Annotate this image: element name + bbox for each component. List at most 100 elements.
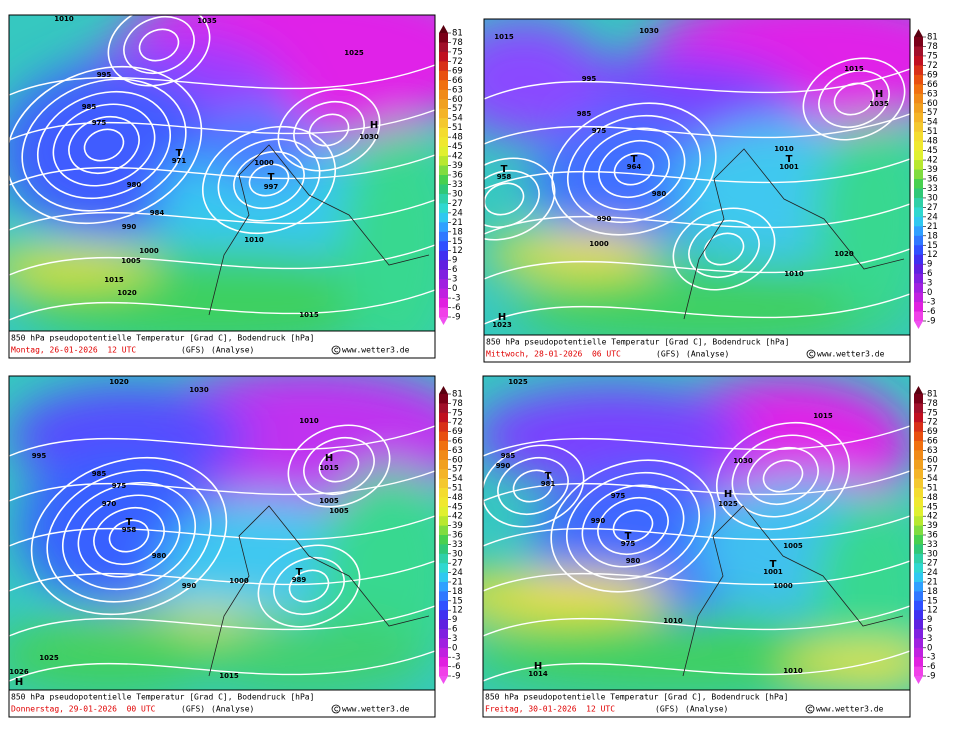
colorbar-label: 48	[927, 493, 938, 503]
isobar	[762, 459, 804, 493]
isobar	[9, 64, 435, 96]
pressure-label: 995	[32, 452, 47, 460]
isobar	[497, 456, 569, 516]
pressure-label: 975	[112, 482, 127, 490]
colorbar-label: 66	[452, 437, 463, 447]
isobar	[318, 449, 360, 483]
pressure-label: 1000	[773, 582, 793, 590]
colorbar-label: 75	[452, 408, 463, 418]
colorbar-segment	[439, 516, 448, 527]
isobar	[550, 459, 716, 593]
pressure-label: 1010	[784, 270, 804, 278]
colorbar-label: 9	[452, 256, 457, 266]
model: (GFS)	[181, 705, 205, 714]
colorbar-segment	[439, 600, 448, 611]
pressure-label: 1015	[494, 33, 514, 41]
isobar	[612, 509, 654, 543]
colorbar-segment	[439, 127, 448, 138]
isobar	[9, 425, 435, 457]
colorbar-label: 63	[452, 446, 463, 456]
run: (Analyse)	[211, 705, 254, 714]
pressure-label: T	[770, 559, 777, 570]
colorbar-label: 45	[927, 502, 938, 512]
temperature-region	[534, 109, 714, 249]
pressure-label: 1001	[763, 568, 783, 576]
isobar	[293, 100, 365, 160]
pressure-label: T	[126, 517, 133, 528]
colorbar-segment	[914, 478, 923, 489]
isobar	[484, 68, 910, 100]
colorbar-label: 9	[927, 615, 932, 625]
colorbar-label: 51	[452, 484, 463, 494]
colorbar-segment	[439, 269, 448, 280]
pressure-label: 985	[92, 470, 107, 478]
colorbar-segment	[914, 93, 923, 104]
colorbar-segment	[439, 70, 448, 81]
colorbar-segment	[439, 666, 448, 677]
isobar	[566, 114, 702, 224]
colorbar-label: 72	[927, 418, 938, 428]
colorbar-label: 57	[452, 465, 463, 475]
colorbar-segment	[914, 441, 923, 451]
pressure-label: 1015	[844, 65, 864, 73]
colorbar-segment	[914, 544, 923, 555]
colorbar-segment	[439, 260, 448, 271]
colorbar-segment	[914, 629, 923, 639]
pressure-label: 1015	[813, 412, 833, 420]
colorbar-segment	[914, 553, 923, 564]
pressure-label: 1005	[319, 497, 339, 505]
isobar	[512, 469, 554, 503]
colorbar-label: 27	[452, 199, 463, 209]
colorbar-segment	[439, 203, 448, 214]
colorbar-segment	[439, 184, 448, 195]
caption-box	[482, 689, 911, 718]
colorbar-label: 78	[452, 399, 463, 409]
isobar	[484, 157, 556, 241]
colorbar-segment	[914, 235, 923, 246]
colorbar-label: 3	[927, 634, 932, 644]
coastline	[208, 144, 430, 316]
pressure-label: H	[370, 120, 378, 131]
colorbar-label: 24	[452, 568, 463, 578]
map-panel: 1020995985975T95897098099010001005101510…	[8, 375, 463, 718]
colorbar-label: 18	[452, 227, 463, 237]
caption-box	[8, 330, 436, 359]
colorbar-label: 60	[927, 455, 938, 465]
colorbar-segment	[439, 89, 448, 100]
colorbar-label: 0	[927, 643, 932, 653]
colorbar-segment	[439, 231, 448, 242]
colorbar-segment	[439, 175, 448, 185]
caption-box	[8, 689, 436, 718]
pressure-label: 1025	[344, 49, 364, 57]
pressure-label: 995	[97, 71, 112, 79]
colorbar-segment	[914, 169, 923, 180]
colorbar-label: 24	[452, 208, 463, 218]
copyright-icon	[331, 345, 341, 355]
pressure-label: 1020	[117, 289, 137, 297]
copyright-icon	[334, 347, 339, 353]
copyright-icon	[331, 704, 341, 714]
pressure-label: 975	[92, 119, 107, 127]
colorbar-label: -3	[452, 653, 460, 663]
copyright-icon	[806, 349, 816, 359]
colorbar-label: 9	[452, 615, 457, 625]
colorbar-label: 36	[452, 531, 463, 541]
colorbar-segment	[439, 572, 448, 583]
map-area: 1015995985975T964980T958990100010101030H…	[484, 19, 910, 335]
isobar	[9, 199, 435, 231]
colorbar-segment	[914, 207, 923, 218]
colorbar-segment	[439, 51, 448, 62]
model: (GFS)	[655, 705, 679, 714]
map-panel: 1010995985975T97198098499010001005101510…	[8, 14, 463, 359]
colorbar-label: 3	[452, 634, 457, 644]
colorbar-segment	[439, 506, 448, 517]
pressure-label: T	[625, 531, 632, 542]
isobar	[688, 219, 760, 279]
colorbar-label: 21	[927, 578, 938, 588]
colorbar-label: 60	[452, 455, 463, 465]
isobar	[9, 470, 435, 502]
coastline	[682, 505, 904, 677]
colorbar-segment	[914, 197, 923, 208]
pressure-label: H	[724, 489, 732, 500]
colorbar-label: 81	[452, 29, 463, 39]
